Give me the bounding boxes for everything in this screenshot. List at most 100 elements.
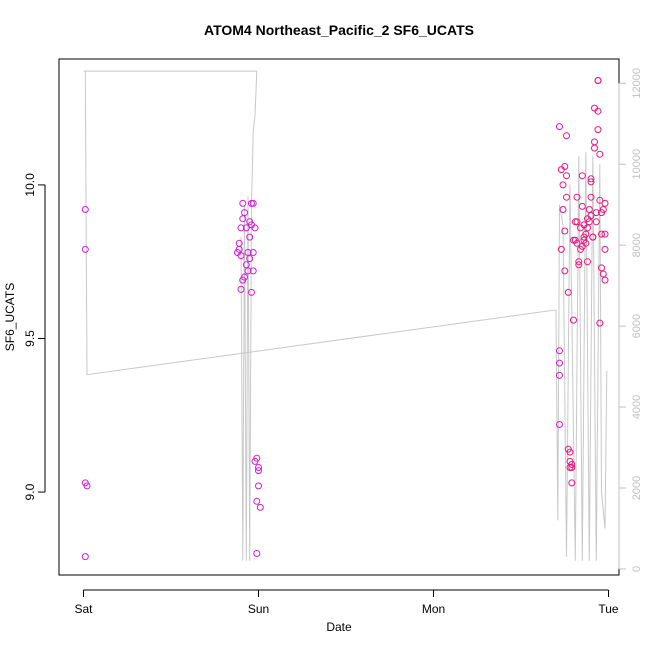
data-point — [561, 227, 569, 235]
data-point — [244, 249, 252, 256]
data-point — [561, 163, 569, 170]
data-point — [573, 218, 581, 226]
data-point — [601, 230, 609, 238]
data-point — [556, 123, 563, 131]
data-point — [81, 553, 89, 561]
data-point — [246, 255, 254, 263]
chart-title: ATOM4 Northeast_Pacific_2 SF6_UCATS — [204, 22, 474, 38]
data-point — [556, 371, 563, 379]
data-point — [559, 206, 567, 213]
data-point — [594, 126, 602, 134]
data-point — [594, 77, 602, 84]
data-point — [587, 178, 595, 186]
data-point — [83, 482, 91, 490]
series-line-1 — [83, 70, 608, 561]
data-point — [599, 270, 607, 278]
data-point — [601, 199, 609, 207]
data-point — [239, 276, 247, 284]
data-point — [248, 288, 255, 296]
data-point — [556, 421, 563, 428]
data-point — [582, 230, 590, 238]
line-layer — [83, 70, 608, 561]
data-point — [570, 316, 577, 324]
data-point — [253, 550, 261, 557]
y2-tick-label: 8000 — [631, 233, 643, 257]
data-point — [584, 224, 591, 232]
x-axis: Sat Sun Mon Tue — [74, 589, 619, 616]
data-point — [561, 267, 569, 275]
data-point — [237, 285, 245, 293]
data-point — [573, 193, 581, 201]
y-tick-label: 9.5 — [23, 330, 37, 347]
data-point — [556, 359, 563, 367]
data-point — [242, 261, 250, 269]
data-point — [235, 239, 243, 247]
y-tick-label: 10.0 — [23, 173, 37, 197]
data-point — [253, 454, 261, 462]
data-point — [596, 196, 604, 204]
data-point — [255, 467, 262, 475]
y-tick-label: 9.0 — [23, 483, 37, 500]
data-point — [249, 267, 257, 275]
data-point — [251, 224, 259, 232]
data-point — [255, 482, 262, 490]
y2-tick-label: 4000 — [631, 395, 643, 419]
data-point — [563, 132, 570, 140]
data-point — [587, 193, 595, 201]
data-point — [578, 202, 586, 210]
data-point — [587, 212, 595, 220]
data-point — [241, 209, 248, 217]
y-axis: 9.0 9.5 10.0 — [23, 173, 46, 500]
series-line-2 — [83, 70, 258, 561]
x-tick-label: Tue — [598, 602, 619, 616]
y2-tick-label: 12000 — [631, 68, 643, 99]
data-point — [559, 181, 567, 189]
data-point — [594, 107, 602, 115]
data-point — [242, 224, 250, 232]
data-point — [575, 261, 583, 269]
x-tick-label: Sun — [248, 602, 269, 616]
data-point — [589, 233, 597, 241]
data-point — [573, 239, 581, 247]
data-point — [255, 464, 262, 471]
data-point — [591, 144, 598, 152]
data-point — [566, 448, 574, 456]
data-point — [585, 218, 593, 226]
y2-axis-right: 0 2000 4000 6000 8000 10000 12000 — [618, 68, 643, 572]
data-point — [598, 264, 605, 272]
data-point — [584, 258, 591, 266]
data-point — [244, 267, 252, 275]
data-point — [249, 249, 257, 256]
data-point — [601, 245, 609, 253]
y2-tick-label: 6000 — [631, 314, 643, 338]
data-point — [557, 245, 565, 253]
point-layer — [81, 77, 609, 561]
data-point — [564, 288, 572, 296]
data-point — [246, 233, 254, 241]
y2-tick-label: 10000 — [631, 149, 643, 180]
data-point — [563, 193, 570, 201]
data-point — [578, 172, 586, 180]
data-point — [585, 206, 593, 213]
data-point — [239, 215, 247, 223]
x-tick-label: Mon — [422, 602, 445, 616]
data-point — [556, 347, 563, 355]
data-point — [249, 199, 257, 207]
y-axis-label: SF6_UCATS — [3, 283, 17, 351]
data-point — [596, 150, 604, 158]
data-point — [237, 252, 245, 260]
y2-tick-label: 2000 — [631, 476, 643, 500]
data-point — [592, 209, 600, 217]
data-point — [81, 245, 89, 253]
data-point — [563, 172, 570, 180]
x-axis-label: Date — [326, 620, 352, 634]
data-point — [587, 175, 595, 183]
y2-tick-label: 0 — [631, 566, 643, 572]
data-point — [81, 206, 89, 213]
data-point — [599, 206, 607, 213]
x-tick-label: Sat — [74, 602, 93, 616]
data-point — [256, 503, 264, 511]
data-point — [237, 224, 245, 232]
data-point — [598, 230, 605, 238]
